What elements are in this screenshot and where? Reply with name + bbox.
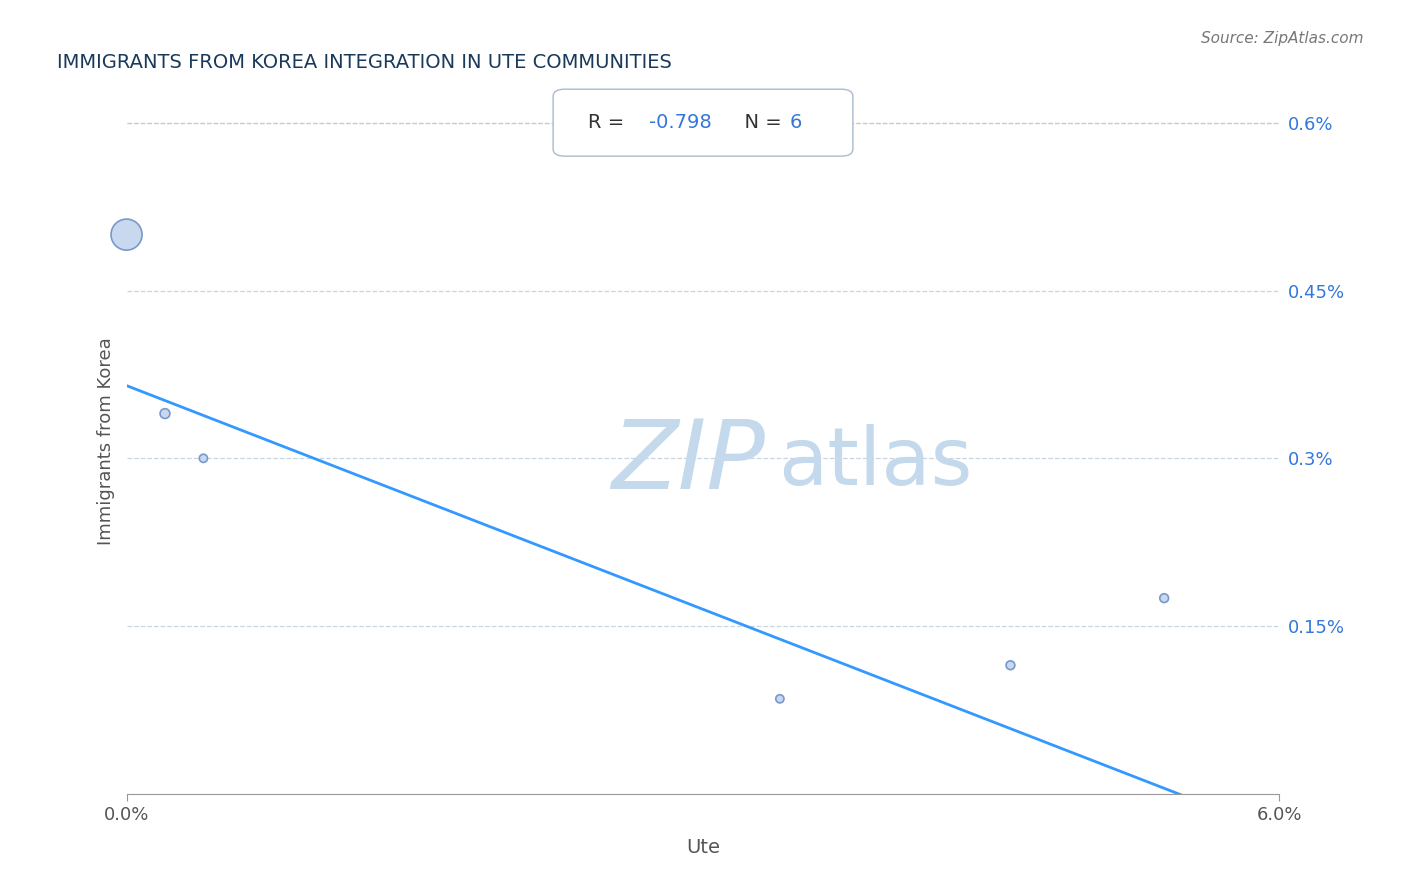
Text: atlas: atlas	[778, 424, 973, 501]
Point	[1000, 658, 1022, 673]
Point	[769, 691, 792, 706]
Point	[153, 407, 176, 421]
Point	[193, 451, 215, 466]
X-axis label: Ute: Ute	[686, 838, 720, 856]
Point	[115, 227, 138, 242]
Point	[1153, 591, 1175, 606]
Text: IMMIGRANTS FROM KOREA INTEGRATION IN UTE COMMUNITIES: IMMIGRANTS FROM KOREA INTEGRATION IN UTE…	[58, 54, 672, 72]
Text: ZIP: ZIP	[610, 417, 765, 509]
Text: 6: 6	[790, 113, 801, 132]
Text: N =: N =	[731, 113, 787, 132]
Text: Source: ZipAtlas.com: Source: ZipAtlas.com	[1201, 31, 1364, 46]
Text: -0.798: -0.798	[648, 113, 711, 132]
Text: R =: R =	[588, 113, 630, 132]
FancyBboxPatch shape	[553, 89, 853, 156]
Y-axis label: Immigrants from Korea: Immigrants from Korea	[97, 338, 115, 545]
